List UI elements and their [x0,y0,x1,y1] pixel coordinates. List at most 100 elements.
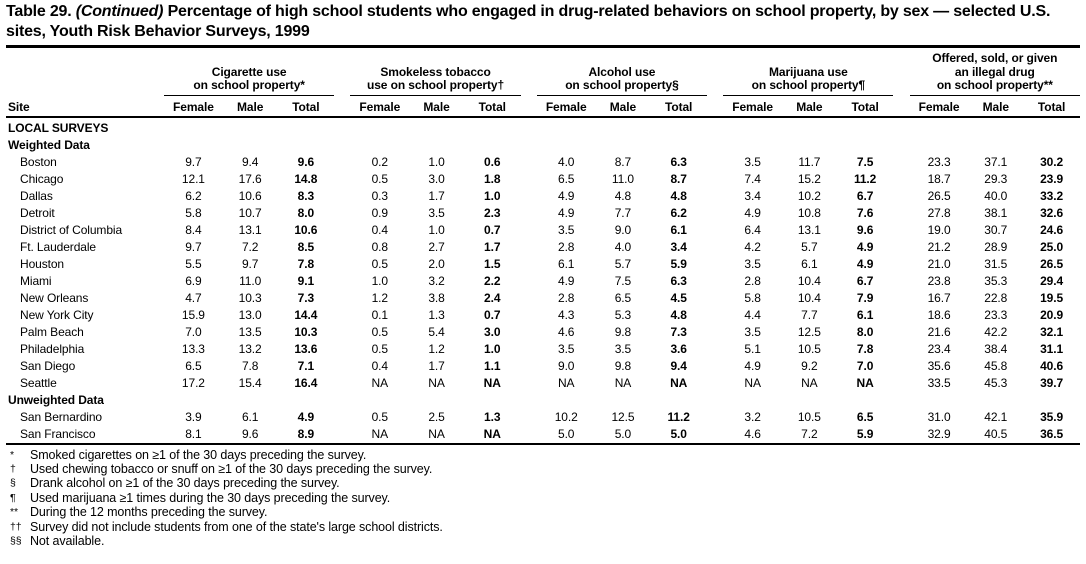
column-gap [707,154,723,171]
column-gap [148,307,164,324]
column-gap [707,239,723,256]
value-cell: 0.8 [371,240,388,254]
value-cell: 7.7 [614,206,632,220]
value-cell: 35.3 [984,274,1008,288]
table-row: New York City 15.9 13.0 14.4 0.1 1.3 0.7 4.3 5.3… [6,307,1080,324]
column-gap [521,188,537,205]
column-gap [521,307,537,324]
value-cell: 4.9 [744,206,761,220]
column-gap [707,48,724,118]
table-row: Boston 9.7 9.4 9.6 0.2 1.0 0.6 4.0 8.7 6.3 3.5 11.7… [6,154,1080,171]
value-cell: 6.1 [241,410,259,424]
value-cell: 10.6 [294,223,318,237]
value-cell: 7.5 [614,274,632,288]
header-row-groups: Site Cigarette use on school property* Smok… [6,48,1080,118]
value-cell: 8.9 [297,427,315,441]
value-cell: 7.0 [185,325,202,339]
value-cell: 1.7 [428,359,445,373]
value-cell: 7.8 [241,359,259,373]
value-cell: 7.9 [856,291,874,305]
value-cell: 9.6 [856,223,874,237]
value-cell: 7.3 [297,291,315,305]
column-gap [893,171,909,188]
value-cell: 6.1 [856,308,874,322]
column-group-header: Cigarette use on school property* [164,48,335,96]
value-cell: 31.5 [984,257,1008,271]
value-cell: 6.5 [185,359,202,373]
value-cell: 0.4 [371,223,388,237]
value-cell: 9.7 [241,257,259,271]
value-cell: 3.4 [670,240,687,254]
section-header: Unweighted Data [8,393,104,407]
value-cell: 2.4 [484,291,501,305]
value-cell: 14.8 [294,172,318,186]
column-gap [893,256,909,273]
site-cell: Detroit [20,206,55,220]
value-cell: 12.5 [611,410,635,424]
column-gap [893,290,909,307]
column-gap [521,154,537,171]
value-cell: 10.4 [797,291,821,305]
value-cell: 4.6 [744,427,761,441]
value-cell: 3.6 [670,342,687,356]
value-cell: 2.0 [428,257,445,271]
column-gap [521,426,537,444]
footnote-marker: † [10,462,16,475]
value-cell: 5.0 [558,427,575,441]
value-cell: 7.2 [801,427,818,441]
value-cell: 27.8 [927,206,951,220]
column-gap [893,324,909,341]
column-gap [893,307,909,324]
value-cell: 3.8 [428,291,445,305]
footnote-text: Used chewing tobacco or snuff on ≥1 of t… [30,461,433,476]
footnote-text: Not available. [30,533,105,548]
value-cell: 5.0 [614,427,632,441]
value-cell: 1.2 [371,291,388,305]
table-row: District of Columbia 8.4 13.1 10.6 0.4 1.0 0.7… [6,222,1080,239]
site-cell: Palm Beach [20,325,84,339]
value-cell: 8.7 [670,172,687,186]
value-cell: 35.9 [1040,410,1064,424]
value-cell: 1.3 [484,410,501,424]
value-cell: NA [801,376,818,390]
value-cell: 7.5 [856,155,874,169]
value-cell: 16.7 [927,291,951,305]
value-cell: 2.8 [744,274,761,288]
value-cell: 11.7 [798,155,821,169]
value-cell: 2.8 [558,240,575,254]
value-cell: 22.8 [984,291,1008,305]
value-cell: 7.8 [856,342,874,356]
column-gap [521,290,537,307]
value-cell: 3.5 [744,325,761,339]
column-gap [521,171,537,188]
value-cell: NA [614,376,632,390]
column-gap [707,222,723,239]
site-cell: Chicago [20,172,64,186]
value-cell: 3.0 [484,325,501,339]
column-gap [148,426,164,444]
value-cell: 9.6 [241,427,259,441]
value-cell: 37.1 [984,155,1008,169]
value-cell: 1.0 [484,189,501,203]
value-cell: 9.4 [241,155,259,169]
sex-column-header: Female [909,95,969,118]
column-group-header: Marijuana use on school property¶ [723,48,894,96]
footnotes: * Smoked cigarettes on ≥1 of the 30 days … [6,448,1080,549]
footnote: † Used chewing tobacco or snuff on ≥1 of … [6,462,1080,476]
value-cell: 0.5 [371,410,388,424]
column-gap [707,171,723,188]
site-cell: San Bernardino [20,410,102,424]
value-cell: NA [557,376,575,390]
footnote: §§ Not available. [6,534,1080,548]
value-cell: 1.0 [371,274,388,288]
column-gap [148,222,164,239]
column-gap [334,341,350,358]
column-gap [148,154,164,171]
table-row: Houston 5.5 9.7 7.8 0.5 2.0 1.5 6.1 5.7 5.9 3.5 6.1… [6,256,1080,273]
footnote: ** During the 12 months preceding the sur… [6,505,1080,519]
value-cell: 4.8 [670,308,687,322]
site-cell: New York City [20,308,94,322]
column-gap [334,48,351,118]
sex-column-header: Total [463,95,521,118]
value-cell: 4.4 [744,308,761,322]
